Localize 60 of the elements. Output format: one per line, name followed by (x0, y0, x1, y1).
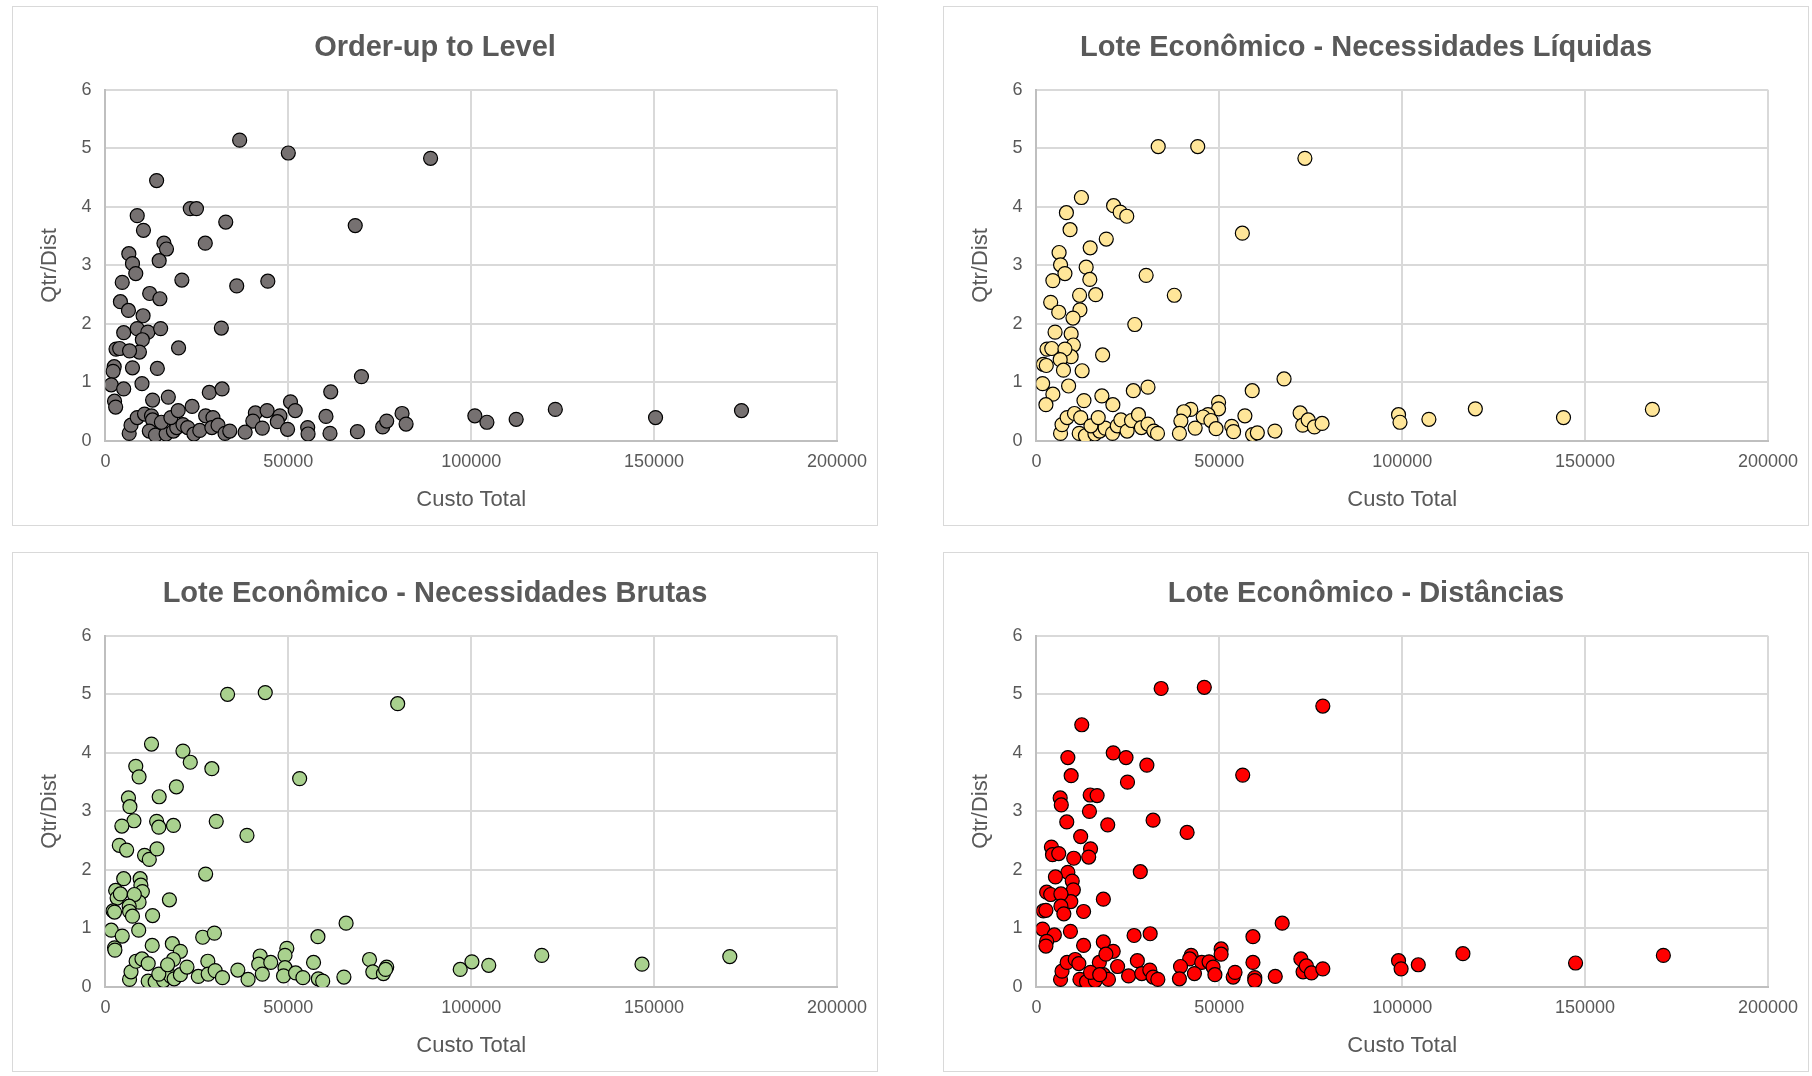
y-tick-label: 0 (81, 429, 92, 450)
x-tick-label: 200000 (1737, 996, 1799, 1017)
x-tick-label: 150000 (624, 450, 685, 471)
y-axis-title: Qtr/Dist (36, 774, 62, 849)
x-axis-title: Custo Total (416, 1031, 527, 1057)
x-tick-label: 150000 (1555, 996, 1616, 1017)
x-tick-label: 100000 (1372, 996, 1433, 1017)
y-tick-label: 3 (1012, 800, 1023, 821)
y-tick-label: 5 (81, 137, 92, 158)
x-tick-label: 150000 (624, 996, 685, 1017)
x-tick-label: 50000 (1194, 996, 1245, 1017)
x-tick-label: 0 (1031, 996, 1042, 1017)
x-tick-label: 100000 (1372, 450, 1433, 471)
x-tick-label: 50000 (1194, 450, 1245, 471)
x-tick-label: 0 (1031, 450, 1042, 471)
y-axis-title: Qtr/Dist (36, 228, 62, 303)
x-tick-label: 200000 (1737, 450, 1799, 471)
y-tick-label: 5 (1012, 683, 1023, 704)
x-axis-title: Custo Total (1347, 1031, 1458, 1057)
x-tick-label: 0 (100, 450, 111, 471)
chart-title: Order-up to Level (314, 30, 556, 63)
chart-title: Lote Econômico - Distâncias (1167, 576, 1565, 609)
y-tick-label: 2 (1012, 312, 1023, 333)
y-tick-label: 0 (81, 975, 92, 996)
x-tick-label: 150000 (1555, 450, 1616, 471)
y-tick-label: 0 (1012, 429, 1023, 450)
chart-title: Lote Econômico - Necessidades Brutas (162, 576, 708, 609)
x-axis-title: Custo Total (416, 485, 527, 511)
x-tick-label: 200000 (806, 450, 868, 471)
y-tick-label: 3 (81, 254, 92, 275)
y-tick-label: 1 (1012, 917, 1023, 938)
y-tick-label: 2 (1012, 858, 1023, 879)
y-tick-label: 2 (81, 312, 92, 333)
y-tick-label: 4 (1012, 195, 1023, 216)
x-tick-label: 0 (100, 996, 111, 1017)
y-tick-label: 3 (1012, 254, 1023, 275)
y-tick-label: 6 (81, 624, 92, 645)
x-tick-label: 50000 (263, 450, 314, 471)
y-axis-title: Qtr/Dist (967, 228, 993, 303)
y-tick-label: 6 (81, 78, 92, 99)
x-axis-title: Custo Total (1347, 485, 1458, 511)
y-tick-label: 3 (81, 800, 92, 821)
y-tick-label: 5 (1012, 137, 1023, 158)
y-tick-label: 1 (81, 917, 92, 938)
y-tick-label: 2 (81, 858, 92, 879)
x-tick-label: 100000 (441, 450, 502, 471)
y-tick-label: 5 (81, 683, 92, 704)
y-tick-label: 4 (1012, 741, 1023, 762)
y-tick-label: 4 (81, 741, 92, 762)
y-tick-label: 6 (1012, 78, 1023, 99)
y-tick-label: 1 (81, 371, 92, 392)
y-tick-label: 4 (81, 195, 92, 216)
x-tick-label: 50000 (263, 996, 314, 1017)
y-tick-label: 0 (1012, 975, 1023, 996)
y-tick-label: 1 (1012, 371, 1023, 392)
x-tick-label: 100000 (441, 996, 502, 1017)
y-axis-title: Qtr/Dist (967, 774, 993, 849)
y-tick-label: 6 (1012, 624, 1023, 645)
x-tick-label: 200000 (806, 996, 868, 1017)
chart-title: Lote Econômico - Necessidades Líquidas (1079, 30, 1653, 63)
